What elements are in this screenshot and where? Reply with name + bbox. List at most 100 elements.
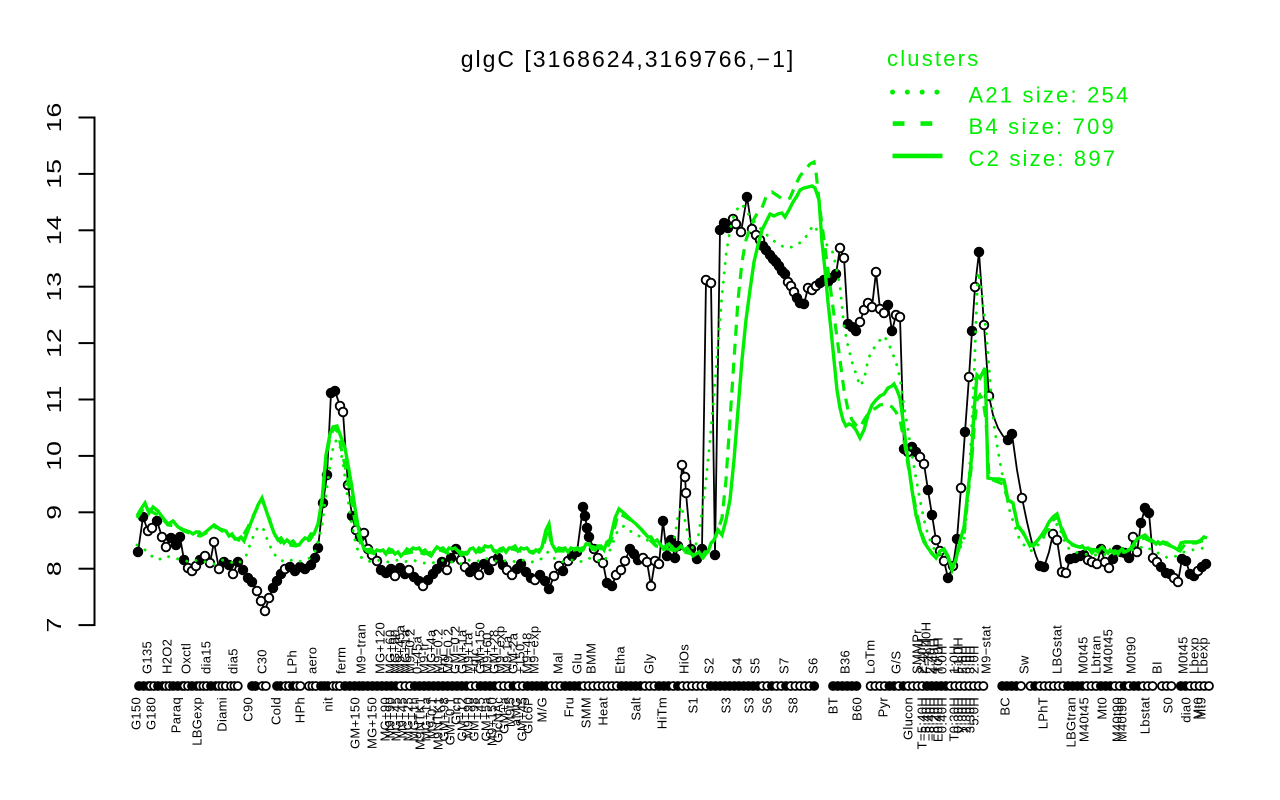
svg-text:Pyr: Pyr [876,697,891,718]
svg-text:M9−exp: M9−exp [527,626,542,674]
svg-text:F=4:40H: F=4:40H [919,622,934,674]
svg-text:LBGtran: LBGtran [1064,697,1079,748]
svg-text:M9=0.2: M9=0.2 [441,628,456,674]
svg-text:2:0H: 2:0H [967,645,982,674]
svg-text:S8: S8 [786,697,801,714]
svg-text:M/G: M/G [535,697,550,722]
svg-text:MG+90: MG+90 [378,697,393,742]
svg-text:2:8H: 2:8H [955,645,970,674]
svg-text:S7: S7 [777,657,792,674]
svg-text:dia15: dia15 [199,641,214,674]
svg-text:3:0H: 3:0H [963,645,978,674]
svg-text:M9=0.2: M9=0.2 [431,628,446,674]
svg-text:H2O2: H2O2 [160,639,175,674]
svg-text:M9+48: M9+48 [520,632,535,674]
svg-text:S0: S0 [1161,697,1176,714]
svg-text:Glc6P: Glc6P [521,697,536,734]
svg-text:S3: S3 [719,697,734,714]
svg-text:0+45a: 0+45a [410,636,425,674]
svg-text:BT: BT [826,697,841,714]
svg-text:C2 size: 897: C2 size: 897 [969,146,1118,171]
svg-text:Y:30H: Y:30H [955,697,970,734]
svg-text:M9+45a: M9+45a [393,624,408,674]
svg-text:M9=0.2: M9=0.2 [403,628,418,674]
svg-text:Heat: Heat [596,697,611,726]
svg-text:T=5:40H: T=5:40H [915,697,930,749]
svg-text:M9+150: M9+150 [485,697,500,746]
svg-text:Gly: Gly [642,653,657,674]
svg-text:M9+1a: M9+1a [461,632,476,674]
svg-text:GM+12: GM+12 [455,697,470,742]
svg-text:Lbexp: Lbexp [1187,637,1202,674]
svg-text:8:20H: 8:20H [927,697,942,733]
svg-text:=8:40H: =8:40H [923,697,938,741]
svg-text:GM+98: GM+98 [437,697,452,742]
svg-text:15: 15 [43,159,66,189]
svg-text:G180: G180 [144,697,159,730]
svg-text:MG+45: MG+45 [389,697,404,742]
svg-text:T0:30H: T0:30H [947,697,962,741]
svg-text:Lbexp: Lbexp [1196,637,1211,674]
svg-text:M40t45: M40t45 [1077,697,1092,742]
svg-text:M40t90: M40t90 [1115,697,1130,742]
svg-text:GM+1a: GM+1a [455,629,470,674]
svg-text:M9-1a: M9-1a [500,635,515,674]
svg-text:MG+120: MG+120 [373,622,388,674]
svg-text:10: 10 [43,441,66,471]
svg-text:Sw: Sw [1017,655,1032,674]
svg-text:Diami: Diami [215,697,230,732]
svg-text:LPh: LPh [285,650,300,674]
svg-text:M40t45: M40t45 [1101,629,1116,674]
svg-text:BC: BC [998,697,1013,716]
svg-text:LBGstat: LBGstat [1050,625,1065,674]
svg-text:Salt: Salt [629,697,644,721]
svg-text:9: 9 [43,505,66,520]
svg-text:12: 12 [43,328,66,358]
svg-text:A21 size: 254: A21 size: 254 [969,83,1131,108]
svg-text:G/S: G/S [889,651,904,674]
svg-text:HiOs: HiOs [677,644,692,674]
svg-text:Lbstat: Lbstat [1138,697,1153,734]
svg-text:5:0H: 5:0H [967,697,982,726]
svg-text:+45: +45 [473,697,488,720]
svg-text:MG+150: MG+150 [365,697,380,749]
svg-text:Glu: Glu [570,653,585,674]
svg-text:clusters: clusters [887,46,980,71]
svg-text:dia0: dia0 [1179,697,1194,723]
svg-text:aMG: aMG [509,697,524,726]
svg-text:S3: S3 [742,697,757,714]
svg-text:M9t5: M9t5 [503,697,518,727]
svg-text:11: 11 [43,386,66,414]
svg-text:GM+150: GM+150 [473,622,488,674]
svg-text:S6: S6 [806,657,821,674]
svg-text:Mt0: Mt0 [1095,697,1110,720]
svg-text:M9-tr: M9-tr [417,642,432,674]
svg-text:GM+28: GM+28 [487,630,502,675]
svg-text:Mal: Mal [551,652,566,674]
svg-text:B36: B36 [838,650,853,674]
svg-text:Mt9: Mt9 [1194,697,1209,720]
svg-text:14: 14 [43,215,66,245]
svg-text:B60: B60 [850,697,865,721]
svg-text:Paraq: Paraq [169,697,184,733]
svg-text:0:0H: 0:0H [935,645,950,674]
svg-text:2:30H: 2:30H [959,697,974,733]
svg-text:B4 size: 709: B4 size: 709 [969,114,1116,139]
svg-text:E0:40H: E0:40H [931,697,946,742]
svg-text:13: 13 [43,272,66,302]
svg-text:3:30H: 3:30H [963,697,978,733]
svg-text:MG+25: MG+25 [401,697,416,742]
svg-text:7: 7 [43,618,66,633]
svg-text:Glucon: Glucon [901,697,916,740]
svg-text:M9−tran: M9−tran [354,624,369,674]
svg-text:MG+1a: MG+1a [398,629,413,674]
svg-text:Fru: Fru [436,654,451,674]
svg-text:nit: nit [321,697,336,712]
svg-text:GM=0.1: GM=0.1 [443,697,458,745]
svg-text:2:40H: 2:40H [915,638,930,674]
svg-text:BI: BI [1150,661,1165,674]
svg-text:M9NTK1: M9NTK1 [413,697,428,750]
svg-text:M0t45: M0t45 [1176,636,1191,674]
svg-text:S1: S1 [686,697,701,714]
svg-text:4:40H: 4:40H [927,638,942,674]
